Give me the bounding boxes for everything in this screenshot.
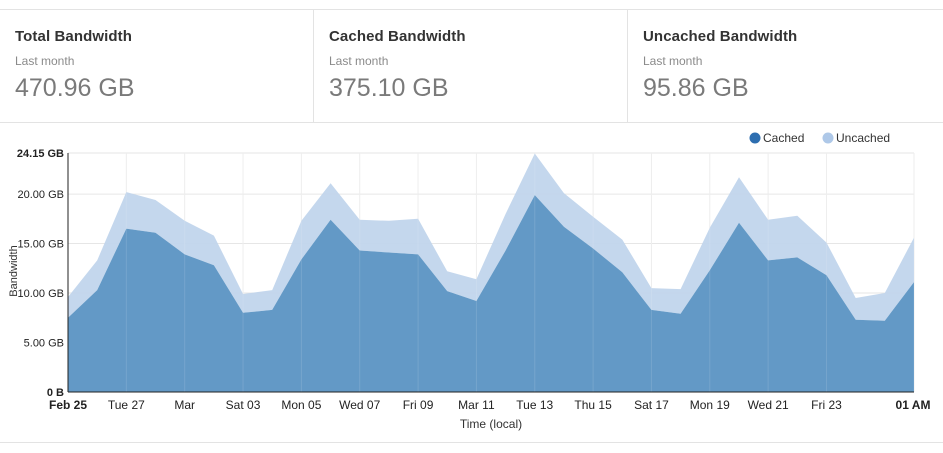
chart-axes: 0 B 5.00 GB 10.00 GB 15.00 GB 20.00 GB 24.15 … xyxy=(17,148,931,412)
legend-swatch xyxy=(749,132,761,144)
legend-label: Cached xyxy=(763,131,804,145)
bottom-divider xyxy=(0,442,943,443)
stats-row: Total Bandwidth Last month 470.96 GB Cac… xyxy=(0,10,943,123)
x-tick-label: Tue 13 xyxy=(516,398,553,412)
y-tick-label: 0 B xyxy=(47,387,64,399)
y-axis-label: Bandwidth xyxy=(8,245,20,296)
x-tick-label: Wed 07 xyxy=(339,398,380,412)
stat-title: Cached Bandwidth xyxy=(329,28,466,45)
stat-value: 375.10 GB xyxy=(329,74,449,102)
stat-title: Uncached Bandwidth xyxy=(643,28,798,45)
x-tick-label: Sat 17 xyxy=(634,398,669,412)
x-tick-label: Sat 03 xyxy=(226,398,261,412)
cached-area xyxy=(68,195,914,392)
y-tick-label: 15.00 GB xyxy=(18,239,64,251)
stat-period: Last month xyxy=(15,54,75,68)
y-tick-label: 24.15 GB xyxy=(17,148,64,160)
x-tick-label: Mon 05 xyxy=(281,398,321,412)
x-tick-label: Mar xyxy=(174,398,195,412)
x-tick-label: Wed 21 xyxy=(748,398,789,412)
top-divider xyxy=(0,9,943,10)
stat-uncached-bandwidth: Uncached Bandwidth Last month 95.86 GB xyxy=(628,10,943,122)
x-tick-label: Fri 23 xyxy=(811,398,842,412)
stat-period: Last month xyxy=(329,54,389,68)
stat-total-bandwidth: Total Bandwidth Last month 470.96 GB xyxy=(0,10,314,122)
stat-period: Last month xyxy=(643,54,703,68)
legend-swatch xyxy=(822,132,834,144)
stat-title: Total Bandwidth xyxy=(15,28,133,45)
x-tick-label: Fri 09 xyxy=(403,398,434,412)
chart-areas xyxy=(67,153,915,392)
uncached-area xyxy=(68,153,914,321)
x-tick-label: 01 AM xyxy=(896,398,931,412)
chart-legend: Cached Uncached xyxy=(749,131,890,145)
x-axis-label: Time (local) xyxy=(460,417,522,431)
x-tick-label: Mon 19 xyxy=(690,398,730,412)
x-tick-label: Mar 11 xyxy=(458,398,495,412)
legend-label: Uncached xyxy=(836,131,890,145)
x-tick-label: Tue 27 xyxy=(108,398,145,412)
stat-value: 95.86 GB xyxy=(643,74,749,102)
y-tick-label: 5.00 GB xyxy=(24,338,64,350)
bandwidth-chart: 0 B 5.00 GB 10.00 GB 15.00 GB 20.00 GB 24.15 … xyxy=(8,131,931,431)
x-tick-label: Feb 25 xyxy=(49,398,87,412)
stat-cached-bandwidth: Cached Bandwidth Last month 375.10 GB xyxy=(314,10,628,122)
stat-value: 470.96 GB xyxy=(15,74,135,102)
x-tick-label: Thu 15 xyxy=(574,398,612,412)
y-tick-label: 10.00 GB xyxy=(18,288,64,300)
y-tick-label: 20.00 GB xyxy=(18,189,64,201)
